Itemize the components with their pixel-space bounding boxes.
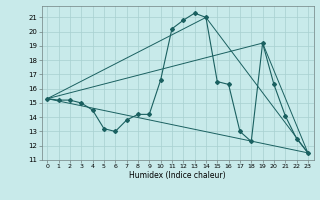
X-axis label: Humidex (Indice chaleur): Humidex (Indice chaleur) [129,171,226,180]
